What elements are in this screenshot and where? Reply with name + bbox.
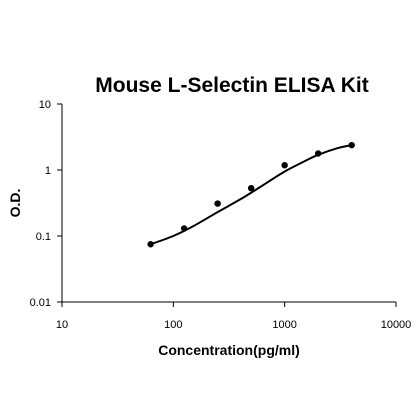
data-point [147, 241, 154, 248]
x-axis-label: Concentration(pg/ml) [158, 342, 300, 358]
y-tick-label: 0.1 [36, 231, 51, 243]
data-point [314, 150, 322, 157]
data-point [247, 184, 255, 192]
data-point [180, 225, 188, 232]
x-tick-label: 10000 [381, 319, 412, 331]
x-ticks: 10 100 1000 10000 [56, 302, 411, 331]
x-tick-label: 1000 [272, 319, 296, 331]
data-point [214, 200, 221, 207]
data-point [281, 162, 288, 169]
y-tick-label: 0.01 [30, 297, 51, 309]
y-ticks: 0.01 0.1 1 10 [30, 99, 62, 309]
chart-title: Mouse L-Selectin ELISA Kit [95, 74, 368, 97]
x-tick-label: 100 [164, 319, 182, 331]
y-tick-label: 1 [45, 165, 51, 177]
data-points [147, 141, 355, 248]
x-tick-label: 10 [56, 319, 68, 331]
y-tick-label: 10 [39, 99, 51, 111]
fit-curve [150, 144, 352, 246]
data-point [348, 141, 355, 149]
y-axis-label: O.D. [7, 189, 23, 218]
